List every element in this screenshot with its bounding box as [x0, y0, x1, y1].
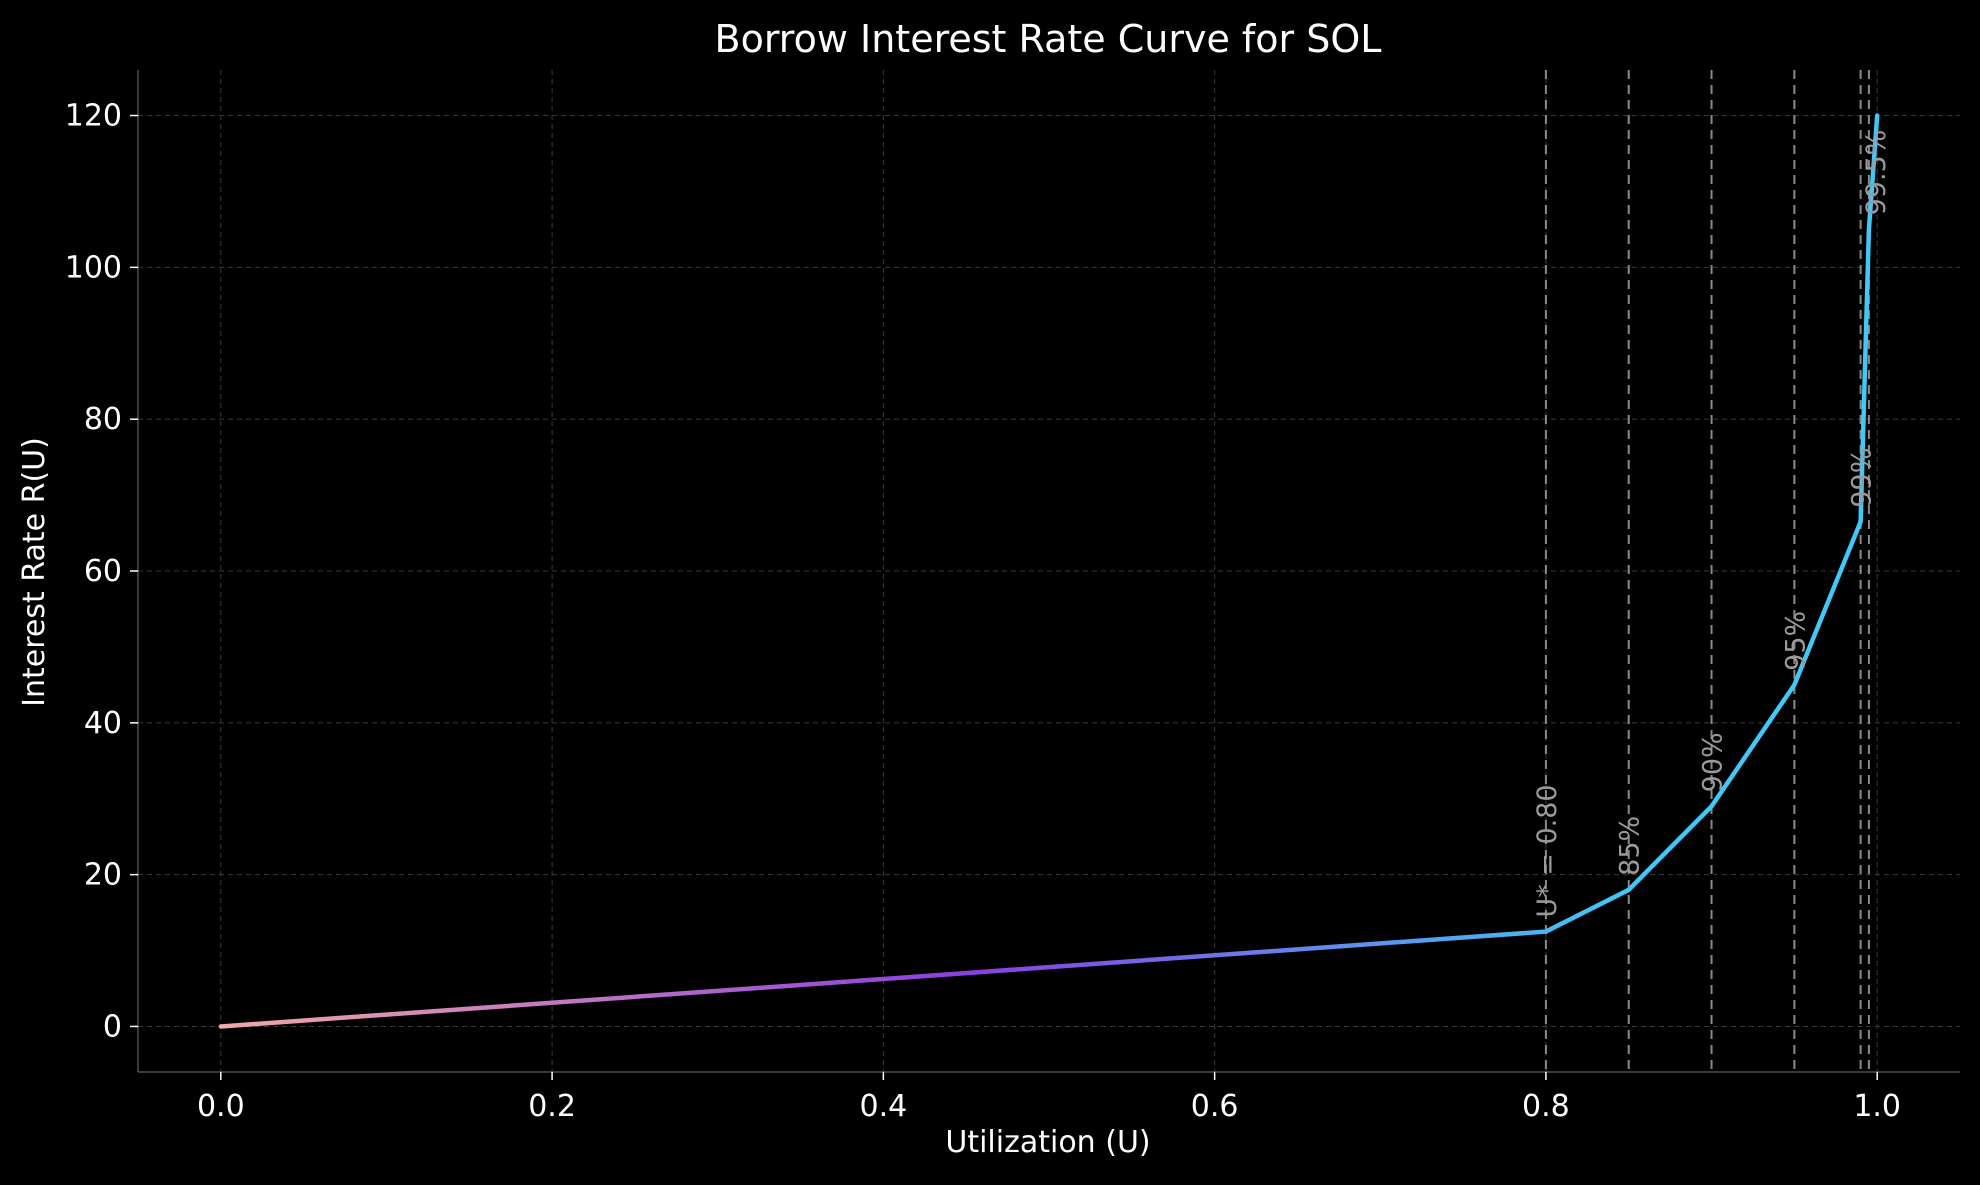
- reference-line-label: U* = 0.80: [1532, 784, 1563, 917]
- y-tick-label: 40: [84, 706, 122, 741]
- label-layer: Borrow Interest Rate Curve for SOL Utili…: [17, 17, 1892, 1160]
- reference-line-label: 90%: [1698, 732, 1729, 792]
- reference-line-label: 95%: [1780, 611, 1811, 671]
- axis-layer: 0.0 0.2 0.4 0.6 0.8 1.0 0 20 40 60 80 100 120: [65, 70, 1960, 1124]
- y-tick-label: 60: [84, 554, 122, 589]
- x-tick-label: 0.6: [1191, 1089, 1239, 1124]
- y-axis-label: Interest Rate R(U): [17, 437, 52, 707]
- grid-layer: [138, 70, 1960, 1072]
- y-tick-label: 80: [84, 402, 122, 437]
- reference-line-label: 99%: [1847, 448, 1878, 508]
- y-tick-label: 0: [103, 1009, 122, 1044]
- chart-title: Borrow Interest Rate Curve for SOL: [715, 17, 1382, 61]
- reference-line-label: 85%: [1615, 816, 1646, 876]
- x-tick-label: 1.0: [1853, 1089, 1901, 1124]
- y-tick-label: 100: [65, 250, 122, 285]
- x-tick-label: 0.8: [1522, 1089, 1570, 1124]
- x-tick-label: 0.4: [860, 1089, 908, 1124]
- x-tick-label: 0.0: [197, 1089, 245, 1124]
- y-tick-label: 20: [84, 858, 122, 893]
- reference-line-label: 99.5%: [1861, 130, 1892, 216]
- x-tick-label: 0.2: [528, 1089, 576, 1124]
- y-tick-label: 120: [65, 99, 122, 134]
- x-axis-label: Utilization (U): [945, 1125, 1150, 1160]
